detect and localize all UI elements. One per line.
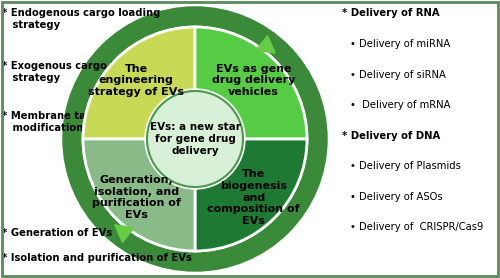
Circle shape — [81, 25, 309, 253]
Text: • Delivery of ASOs: • Delivery of ASOs — [350, 192, 442, 202]
Wedge shape — [83, 139, 195, 251]
Text: EVs as gene
drug delivery
vehicles: EVs as gene drug delivery vehicles — [212, 64, 296, 97]
Text: The
biogenesis
and
composition of
EVs: The biogenesis and composition of EVs — [208, 170, 300, 226]
Text: •  Delivery of mRNA: • Delivery of mRNA — [350, 100, 450, 110]
Text: • Delivery of miRNA: • Delivery of miRNA — [350, 39, 450, 49]
Circle shape — [145, 89, 245, 189]
Text: * Generation of EVs: * Generation of EVs — [2, 228, 113, 238]
Polygon shape — [256, 36, 275, 53]
Text: • Delivery of siRNA: • Delivery of siRNA — [350, 70, 446, 80]
Text: * Membrane targeting
   modification: * Membrane targeting modification — [2, 111, 128, 133]
Text: * Isolation and purification of EVs: * Isolation and purification of EVs — [2, 253, 192, 263]
Circle shape — [72, 16, 318, 262]
Text: * Delivery of DNA: * Delivery of DNA — [342, 131, 441, 141]
Text: * Exogenous cargo loading
   strategy: * Exogenous cargo loading strategy — [2, 61, 153, 83]
Text: Generation,
isolation, and
purification of
EVs: Generation, isolation, and purification … — [92, 175, 180, 220]
Wedge shape — [195, 139, 307, 251]
Text: • Delivery of Plasmids: • Delivery of Plasmids — [350, 161, 461, 171]
Text: • Delivery of  CRISPR/Cas9: • Delivery of CRISPR/Cas9 — [350, 222, 484, 232]
Circle shape — [147, 91, 243, 187]
Text: * Delivery of RNA: * Delivery of RNA — [342, 8, 440, 18]
Circle shape — [74, 18, 316, 260]
Text: The
engineering
strategy of EVs: The engineering strategy of EVs — [88, 64, 184, 97]
Polygon shape — [115, 225, 134, 242]
Text: EVs: a new star
for gene drug
delivery: EVs: a new star for gene drug delivery — [150, 122, 240, 156]
Wedge shape — [195, 27, 307, 139]
Wedge shape — [83, 27, 195, 139]
Text: * Endogenous cargo loading
   strategy: * Endogenous cargo loading strategy — [2, 8, 161, 30]
